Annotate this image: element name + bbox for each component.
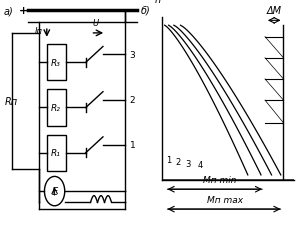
Text: U: U (92, 19, 98, 28)
Text: R₂: R₂ (51, 104, 61, 112)
Text: E: E (52, 186, 58, 196)
Text: 2: 2 (130, 96, 135, 105)
Circle shape (44, 177, 65, 206)
Text: 1: 1 (130, 141, 135, 150)
Bar (47, 135, 65, 171)
Text: Rп: Rп (5, 96, 18, 106)
Text: R₁: R₁ (51, 148, 61, 157)
Text: n: n (155, 0, 161, 5)
Text: 2: 2 (175, 157, 181, 166)
Text: +: + (19, 6, 28, 16)
Text: 3: 3 (130, 51, 135, 60)
Bar (47, 45, 65, 81)
Text: Mп min: Mп min (203, 176, 237, 184)
Text: б): б) (140, 6, 150, 16)
Text: 4: 4 (198, 161, 203, 169)
Text: R₃: R₃ (51, 58, 61, 68)
Text: Iп: Iп (34, 27, 42, 36)
Text: Mп max: Mп max (207, 195, 243, 204)
Text: a): a) (3, 7, 13, 17)
Text: ΔM: ΔM (267, 7, 282, 16)
Text: 1: 1 (166, 156, 171, 165)
Bar (47, 90, 65, 126)
Text: 3: 3 (186, 159, 191, 168)
